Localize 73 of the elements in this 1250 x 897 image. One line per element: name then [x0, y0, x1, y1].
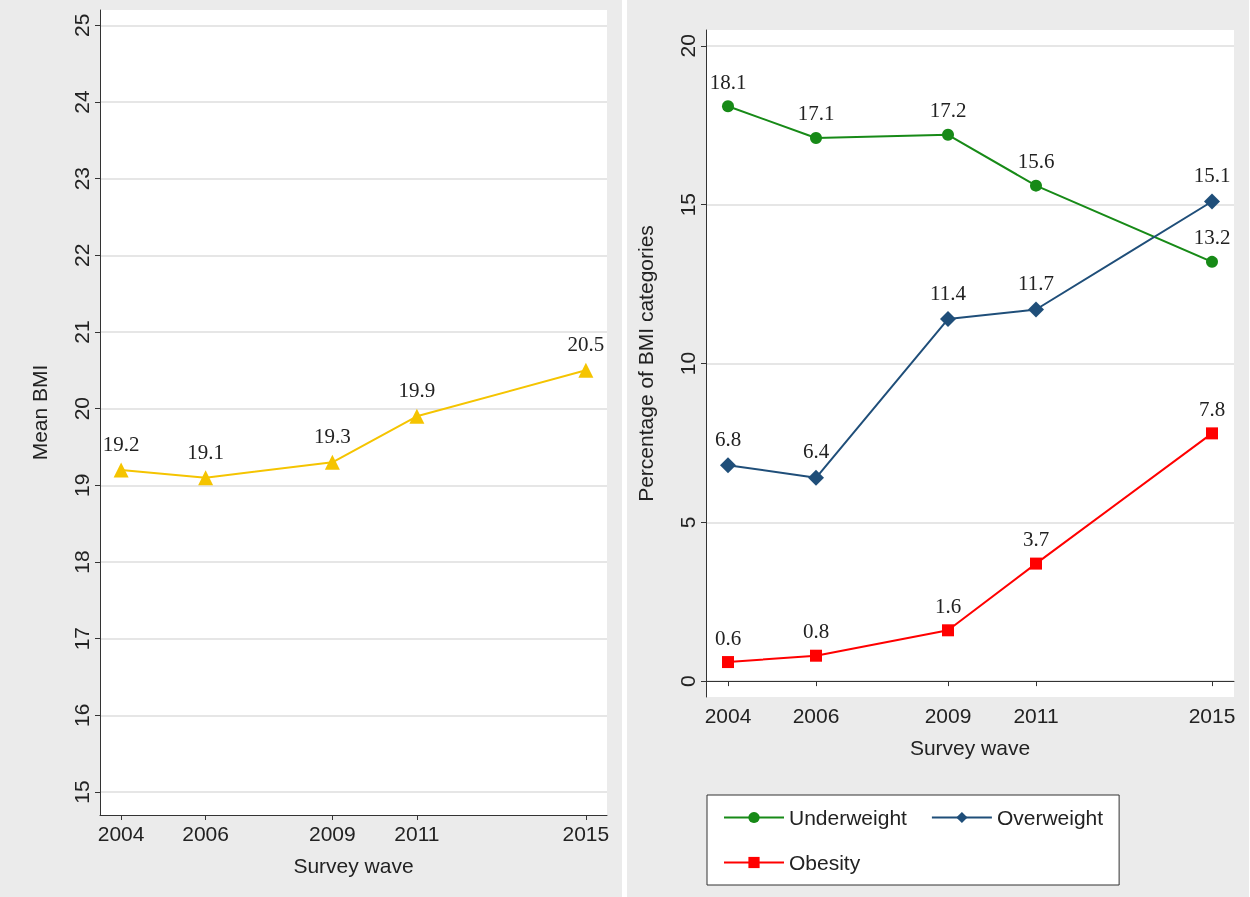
x-tick-label: 2011 — [1013, 704, 1059, 727]
data-label: 1.6 — [934, 593, 962, 618]
x-tick-label: 2011 — [394, 822, 440, 845]
data-label: 17.1 — [797, 101, 835, 126]
point — [324, 454, 340, 470]
data-label: 18.1 — [709, 69, 747, 94]
data-label: 0.8 — [802, 619, 830, 644]
y-tick-label: 24 — [70, 90, 93, 114]
point — [1030, 557, 1042, 570]
point — [940, 311, 956, 328]
legend-label: Overweight — [996, 806, 1104, 829]
x-tick-label: 2004 — [704, 704, 752, 727]
x-tick-label: 2004 — [97, 822, 145, 845]
point — [1030, 179, 1042, 192]
x-tick-label: 2009 — [309, 822, 356, 845]
data-label: 13.2 — [1193, 225, 1231, 250]
data-label: 11.4 — [930, 280, 967, 305]
point — [113, 462, 129, 478]
y-tick-label: 25 — [70, 13, 93, 38]
x-axis-title: Survey wave — [293, 854, 414, 877]
data-label: 6.8 — [714, 426, 742, 451]
point — [1028, 301, 1044, 318]
point — [720, 457, 736, 474]
y-tick-label: 23 — [70, 166, 93, 191]
point — [198, 470, 214, 486]
y-tick-label: 15 — [676, 193, 699, 217]
data-label: 19.3 — [314, 424, 351, 449]
point — [722, 100, 734, 113]
y-tick-label: 17 — [70, 626, 93, 651]
y-tick-label: 20 — [676, 34, 699, 58]
y-tick-label: 5 — [676, 516, 699, 529]
point — [810, 131, 822, 144]
y-tick-label: 21 — [70, 320, 93, 344]
point — [1204, 193, 1220, 210]
data-label: 19.2 — [102, 432, 140, 456]
y-axis-title: Percentage of BMI categories — [634, 225, 657, 502]
data-label: 20.5 — [567, 332, 605, 357]
x-axis-title: Survey wave — [909, 736, 1031, 759]
x-tick-label: 2006 — [182, 822, 229, 845]
point — [409, 408, 425, 424]
point — [1206, 255, 1218, 268]
data-label: 11.7 — [1018, 271, 1054, 295]
y-tick-label: 20 — [70, 396, 93, 421]
y-tick-label: 15 — [70, 780, 93, 804]
x-tick-label: 2006 — [792, 704, 840, 727]
y-tick-label: 18 — [70, 550, 93, 574]
y-tick-label: 22 — [70, 243, 93, 268]
data-label: 0.6 — [714, 625, 742, 650]
y-axis-title: Mean BMI — [28, 364, 51, 461]
point — [810, 649, 822, 662]
data-label: 19.1 — [187, 439, 224, 464]
point — [578, 362, 594, 378]
y-tick-label: 0 — [676, 675, 699, 687]
legend-label: Underweight — [789, 806, 908, 829]
x-tick-label: 2015 — [1188, 704, 1236, 727]
data-label: 6.4 — [802, 439, 830, 464]
point — [942, 128, 954, 141]
x-tick-label: 2015 — [562, 822, 610, 845]
point — [942, 624, 954, 637]
data-label: 15.6 — [1017, 149, 1055, 174]
x-tick-label: 2009 — [924, 704, 972, 727]
data-label: 15.1 — [1193, 163, 1231, 188]
data-label: 7.8 — [1198, 396, 1226, 421]
y-tick-label: 10 — [676, 351, 699, 376]
data-label: 17.2 — [929, 98, 967, 123]
data-label: 19.9 — [398, 378, 436, 403]
point — [722, 656, 734, 669]
point — [808, 469, 824, 486]
data-label: 3.7 — [1022, 527, 1050, 552]
y-tick-label: 19 — [70, 473, 93, 498]
y-tick-label: 16 — [70, 703, 93, 728]
legend-label: Obesity — [789, 851, 861, 874]
point — [1206, 427, 1218, 440]
